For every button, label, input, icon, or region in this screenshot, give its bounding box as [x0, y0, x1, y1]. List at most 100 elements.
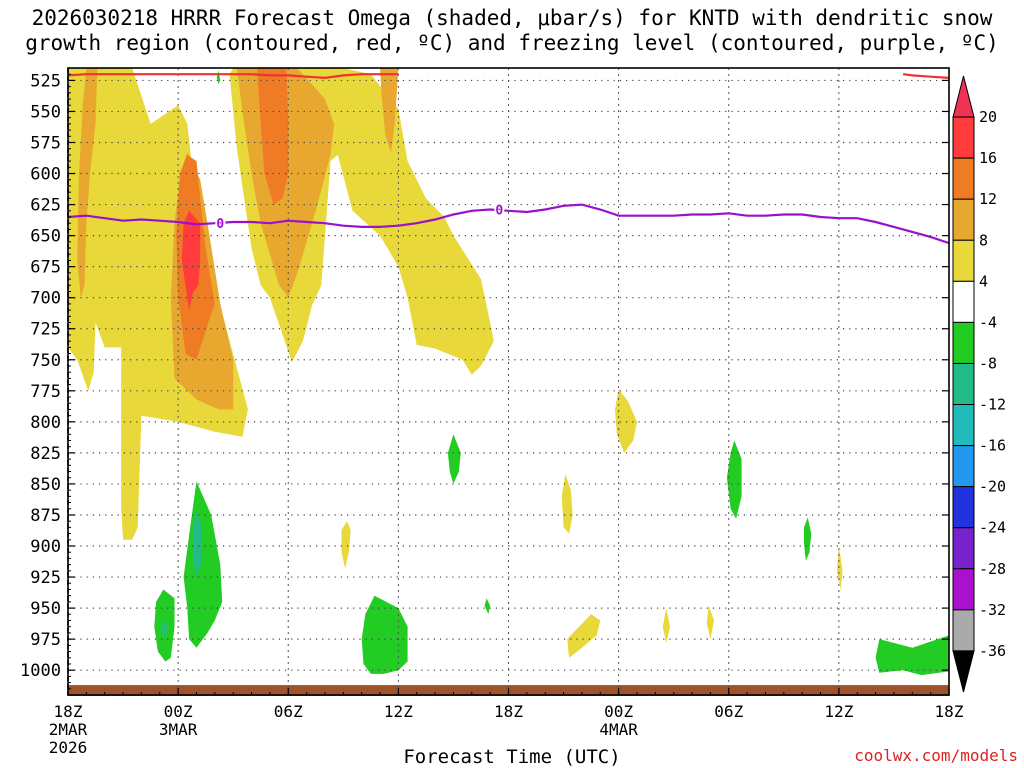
omega-region-green-00z — [183, 481, 223, 648]
omega-region-green-06z-4mar — [726, 440, 742, 519]
colorbar-swatch — [952, 239, 975, 282]
title-line-1: 2026030218 HRRR Forecast Omega (shaded, … — [31, 6, 993, 30]
y-tick-label: 925 — [30, 568, 61, 588]
omega-region-yellow-blob-975a — [567, 614, 601, 658]
colorbar-label: -32 — [979, 601, 1006, 619]
x-tick-label: 06Z — [274, 702, 303, 721]
omega-region-yellow-blob-975c — [706, 605, 715, 640]
x-tick-label: 18Z — [935, 702, 964, 721]
x-tick-date: 2MAR — [49, 720, 88, 739]
colorbar-label: -36 — [979, 642, 1006, 660]
colorbar-swatch — [952, 445, 975, 488]
omega-region-green-12z — [361, 595, 408, 674]
x-tick-label: 18Z — [54, 702, 83, 721]
colorbar-swatch — [952, 527, 975, 570]
dgz-contour-line — [68, 73, 399, 80]
colorbar-label: 4 — [979, 272, 988, 290]
y-tick-label: 825 — [30, 444, 61, 464]
colorbar-label: -4 — [979, 313, 997, 331]
y-tick-label: 1000 — [20, 661, 61, 681]
y-tick-label: 575 — [30, 133, 61, 153]
colorbar-label: 20 — [979, 108, 997, 126]
y-tick-label: 775 — [30, 382, 61, 402]
y-tick-label: 625 — [30, 196, 61, 216]
x-tick-label: 06Z — [714, 702, 743, 721]
omega-region-yellow-main-west — [68, 68, 248, 540]
y-tick-label: 525 — [30, 71, 61, 91]
colorbar-label: -12 — [979, 396, 1006, 414]
y-tick-label: 600 — [30, 165, 61, 185]
y-tick-label: 800 — [30, 413, 61, 433]
y-axis: 525 550 575 600 625 650 675 700 725 750 775 800 825 8… — [20, 71, 949, 690]
omega-region-yellow-blob-975b — [662, 608, 670, 643]
y-tick-label: 650 — [30, 227, 61, 247]
colorbar-label: -16 — [979, 437, 1006, 455]
colorbar-arrow-top — [952, 75, 975, 118]
omega-region-yellow-blob-0z — [615, 389, 637, 453]
colorbar-swatch — [952, 157, 975, 200]
x-tick-year: 2026 — [49, 738, 88, 757]
title-line-2: growth region (contoured, red, ºC) and f… — [25, 31, 999, 55]
colorbar-swatch — [952, 198, 975, 241]
freezing-level-label-bg — [215, 215, 226, 231]
x-tick-date: 4MAR — [599, 720, 638, 739]
colorbar-swatch — [952, 609, 975, 652]
colorbar-label: -8 — [979, 354, 997, 372]
x-axis-title: Forecast Time (UTC) — [403, 746, 621, 768]
omega-region-yellow-blob-850a — [341, 521, 351, 569]
y-tick-label: 950 — [30, 599, 61, 619]
omega-region-green-15z-4mar — [875, 635, 949, 676]
omega-region-yellow-blob-925 — [837, 546, 843, 590]
colorbar-swatch — [952, 486, 975, 529]
colorbar-label: 8 — [979, 231, 988, 249]
x-tick-label: 12Z — [384, 702, 413, 721]
omega-region-orange-light-west — [77, 68, 98, 298]
freezing-level-line — [68, 203, 949, 245]
colorbar-arrow-bottom — [952, 650, 975, 693]
chart-title: 2026030218 HRRR Forecast Omega (shaded, … — [0, 6, 1024, 56]
freezing-level-label-bg — [494, 201, 505, 217]
freezing-level-label: 0 — [495, 204, 503, 219]
colorbar-swatch — [952, 280, 975, 323]
x-tick-label: 18Z — [494, 702, 523, 721]
credit-link[interactable]: coolwx.com/models — [854, 746, 1018, 765]
colorbar-swatch — [952, 321, 975, 364]
colorbar-swatch — [952, 404, 975, 447]
colorbar-label: 12 — [979, 190, 997, 208]
y-tick-label: 900 — [30, 537, 61, 557]
omega-region-orange-light-12z — [380, 68, 399, 153]
x-tick-label: 12Z — [824, 702, 853, 721]
colorbar-label: 16 — [979, 149, 997, 167]
y-tick-label: 875 — [30, 506, 61, 526]
colorbar-label: -24 — [979, 519, 1006, 537]
omega-region-green-1730 — [484, 598, 491, 615]
y-tick-label: 725 — [30, 320, 61, 340]
omega-shading — [68, 68, 949, 676]
omega-region-orange-mid-06z — [257, 68, 289, 205]
omega-region-teal-00z — [192, 511, 202, 577]
omega-region-yellow-blob-850b — [561, 474, 573, 534]
colorbar-label: -28 — [979, 560, 1006, 578]
grid-lines — [68, 68, 949, 695]
y-tick-label: 750 — [30, 351, 61, 371]
colorbar-label: -20 — [979, 478, 1006, 496]
omega-region-green-0030-top — [216, 70, 221, 85]
colorbar-swatch — [952, 362, 975, 406]
y-tick-label: 550 — [30, 102, 61, 122]
omega-region-green-10z — [804, 517, 812, 561]
colorbar: 20 16 12 8 4 -4 -8 -12 -16 -20 -24 -28 -32 -36 — [952, 75, 1006, 693]
colorbar-swatch — [952, 116, 975, 159]
freezing-level-label: 0 — [216, 217, 224, 232]
y-tick-label: 700 — [30, 289, 61, 309]
x-tick-date: 3MAR — [159, 720, 198, 739]
x-tick-label: 00Z — [164, 702, 193, 721]
x-tick-label: 00Z — [604, 702, 633, 721]
colorbar-swatch — [952, 568, 975, 611]
y-tick-label: 850 — [30, 475, 61, 495]
y-tick-label: 675 — [30, 258, 61, 278]
contour-lines: 00 — [68, 73, 949, 245]
omega-region-teal-2102 — [161, 618, 168, 640]
y-tick-label: 975 — [30, 630, 61, 650]
dgz-contour-line — [902, 73, 949, 79]
